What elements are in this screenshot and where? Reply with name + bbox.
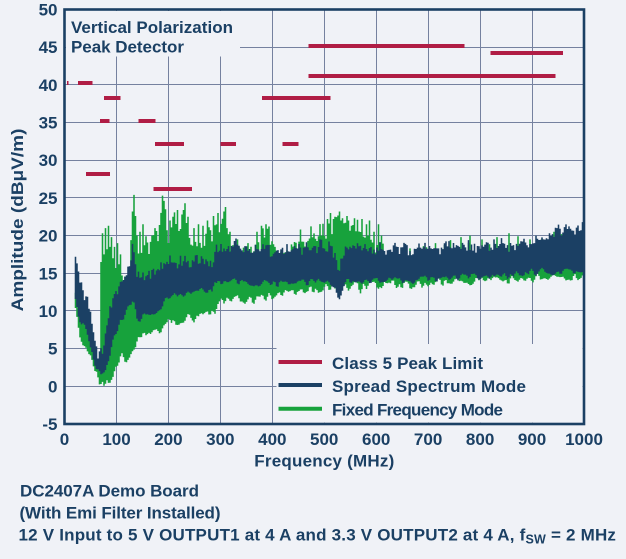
svg-text:400: 400	[258, 430, 286, 449]
svg-text:12 V Input to 5 V OUTPUT1 at 4: 12 V Input to 5 V OUTPUT1 at 4 A and 3.3…	[19, 525, 617, 546]
svg-text:300: 300	[206, 430, 234, 449]
svg-text:50: 50	[39, 1, 58, 20]
svg-text:900: 900	[518, 430, 546, 449]
svg-text:200: 200	[154, 430, 182, 449]
svg-text:1000: 1000	[565, 430, 603, 449]
svg-text:35: 35	[39, 114, 58, 133]
svg-text:Vertical Polarization: Vertical Polarization	[71, 18, 233, 37]
svg-text:100: 100	[102, 430, 130, 449]
svg-text:Peak Detector: Peak Detector	[71, 38, 184, 57]
svg-text:20: 20	[39, 227, 58, 246]
svg-text:Frequency (MHz): Frequency (MHz)	[254, 452, 394, 471]
svg-text:800: 800	[466, 430, 494, 449]
svg-text:500: 500	[310, 430, 338, 449]
svg-text:0: 0	[48, 377, 57, 396]
svg-text:Amplitude (dBμV/m): Amplitude (dBμV/m)	[8, 129, 27, 312]
svg-text:10: 10	[39, 302, 58, 321]
svg-text:DC2407A Demo Board: DC2407A Demo Board	[20, 481, 199, 500]
svg-text:30: 30	[39, 151, 58, 170]
svg-text:-5: -5	[42, 415, 57, 434]
svg-text:(With Emi Filter Installed): (With Emi Filter Installed)	[20, 503, 221, 522]
svg-text:0: 0	[60, 430, 69, 449]
svg-text:5: 5	[48, 340, 57, 359]
svg-text:Class 5 Peak Limit: Class 5 Peak Limit	[332, 354, 483, 373]
svg-text:25: 25	[39, 189, 58, 208]
svg-text:15: 15	[39, 264, 58, 283]
svg-text:700: 700	[414, 430, 442, 449]
svg-text:45: 45	[39, 38, 58, 57]
svg-text:Spread Spectrum Mode: Spread Spectrum Mode	[332, 377, 526, 396]
svg-text:Fixed Frequency Mode: Fixed Frequency Mode	[332, 401, 503, 420]
svg-text:600: 600	[362, 430, 390, 449]
svg-text:40: 40	[39, 76, 58, 95]
